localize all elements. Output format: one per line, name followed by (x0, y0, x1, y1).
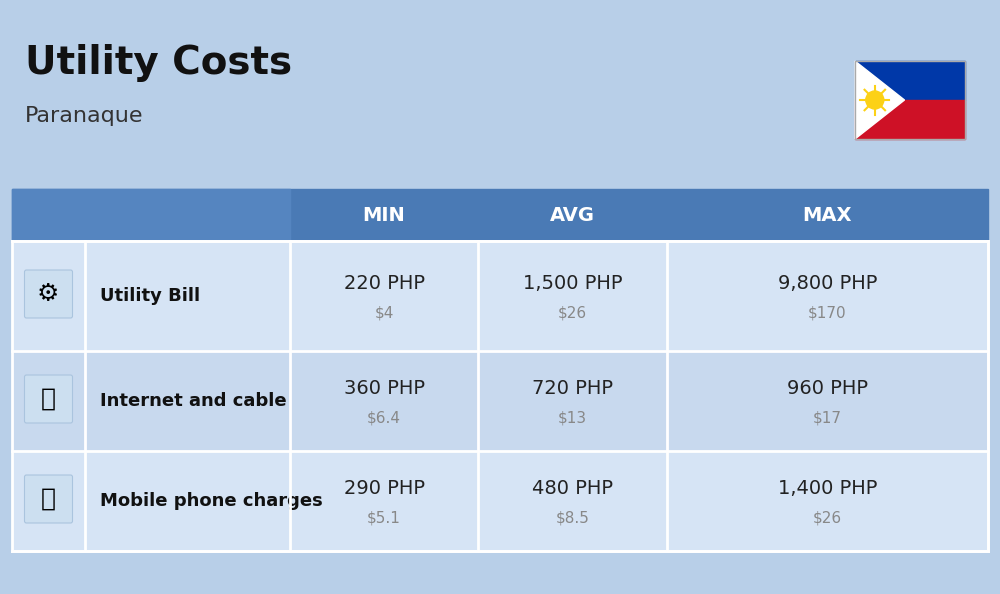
FancyBboxPatch shape (24, 375, 72, 423)
Bar (12, 189, 988, 241)
Bar (12, 241, 988, 351)
Text: MAX: MAX (803, 206, 852, 225)
Bar (855, 61, 965, 100)
Text: 1,400 PHP: 1,400 PHP (778, 479, 877, 498)
Text: ⚙️: ⚙️ (37, 282, 60, 306)
Bar (855, 61, 965, 139)
Text: $4: $4 (374, 305, 394, 321)
Polygon shape (855, 61, 904, 139)
Text: 480 PHP: 480 PHP (532, 479, 613, 498)
Text: $26: $26 (813, 510, 842, 526)
Text: 220 PHP: 220 PHP (344, 273, 424, 292)
Text: Paranaque: Paranaque (25, 106, 144, 126)
Text: $170: $170 (808, 305, 847, 321)
Text: Utility Costs: Utility Costs (25, 44, 292, 82)
Text: 📶: 📶 (41, 387, 56, 411)
Text: Internet and cable: Internet and cable (100, 392, 287, 410)
Text: Utility Bill: Utility Bill (100, 287, 200, 305)
Text: 290 PHP: 290 PHP (344, 479, 424, 498)
Text: MIN: MIN (363, 206, 405, 225)
Text: $17: $17 (813, 410, 842, 425)
Text: 📱: 📱 (41, 487, 56, 511)
Bar (12, 451, 988, 551)
Text: $26: $26 (558, 305, 587, 321)
Circle shape (866, 91, 884, 109)
FancyBboxPatch shape (24, 475, 72, 523)
Text: AVG: AVG (550, 206, 595, 225)
Text: $13: $13 (558, 410, 587, 425)
Text: 1,500 PHP: 1,500 PHP (523, 273, 622, 292)
Text: $8.5: $8.5 (556, 510, 589, 526)
FancyBboxPatch shape (24, 270, 72, 318)
Text: $5.1: $5.1 (367, 510, 401, 526)
Text: 360 PHP: 360 PHP (344, 378, 424, 397)
Bar (855, 100, 965, 139)
Text: Mobile phone charges: Mobile phone charges (100, 492, 323, 510)
Text: 720 PHP: 720 PHP (532, 378, 613, 397)
Text: $6.4: $6.4 (367, 410, 401, 425)
Bar (12, 351, 988, 451)
Text: 960 PHP: 960 PHP (787, 378, 868, 397)
Text: 9,800 PHP: 9,800 PHP (778, 273, 877, 292)
Bar (12, 189, 290, 241)
